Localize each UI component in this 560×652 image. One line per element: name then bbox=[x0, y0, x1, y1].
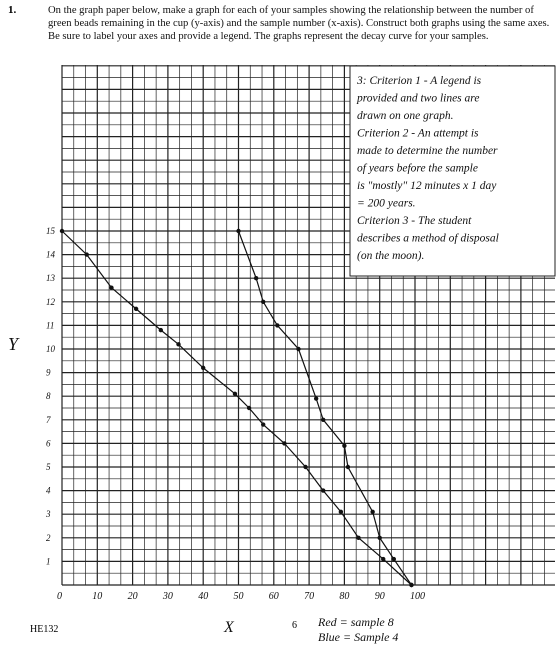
annotation-line: 3: Criterion 1 - A legend is bbox=[356, 75, 482, 87]
y-tick-label: 15 bbox=[46, 226, 56, 236]
annotation-line: (on the moon). bbox=[357, 250, 424, 262]
y-tick-label: 4 bbox=[46, 486, 51, 496]
data-point bbox=[342, 443, 347, 448]
y-tick-label: 9 bbox=[46, 368, 51, 378]
page-number: 6 bbox=[292, 620, 297, 631]
data-point bbox=[313, 396, 319, 401]
data-point bbox=[381, 556, 386, 562]
x-tick-label: 80 bbox=[339, 591, 349, 602]
y-tick-label: 14 bbox=[46, 250, 56, 260]
x-tick-label: 0 bbox=[57, 591, 62, 602]
annotation-line: drawn on one graph. bbox=[357, 110, 453, 122]
data-point bbox=[133, 306, 139, 312]
data-point bbox=[236, 228, 241, 234]
annotation-line: = 200 years. bbox=[357, 198, 416, 210]
data-point bbox=[296, 346, 301, 352]
x-tick-label: 90 bbox=[375, 591, 385, 602]
data-point bbox=[377, 535, 382, 540]
data-point bbox=[356, 535, 361, 540]
data-point bbox=[232, 391, 238, 397]
annotation-line: Criterion 2 - An attempt is bbox=[357, 128, 479, 140]
annotation-line: describes a method of disposal bbox=[357, 233, 499, 245]
y-axis-label: Y bbox=[8, 334, 20, 354]
data-point bbox=[345, 464, 351, 470]
data-point bbox=[370, 509, 375, 515]
x-axis-label: X bbox=[223, 619, 235, 636]
data-point bbox=[391, 556, 397, 562]
y-tick-label: 12 bbox=[46, 297, 56, 307]
x-tick-label: 50 bbox=[234, 591, 244, 602]
x-tick-label: 60 bbox=[269, 591, 279, 602]
y-tick-label: 8 bbox=[46, 391, 51, 401]
y-tick-label: 2 bbox=[46, 533, 51, 543]
page-code: HE132 bbox=[30, 624, 58, 635]
y-tick-label: 11 bbox=[46, 320, 54, 330]
x-tick-label: 20 bbox=[128, 591, 138, 602]
question-text: On the graph paper below, make a graph f… bbox=[48, 5, 550, 42]
x-tick-label: 70 bbox=[304, 591, 314, 602]
x-tick-label: 30 bbox=[162, 591, 173, 602]
data-point bbox=[158, 327, 164, 333]
data-point bbox=[321, 488, 326, 493]
legend-entry: Red = sample 8 bbox=[317, 615, 394, 629]
annotation-line: is "mostly" 12 minutes x 1 day bbox=[357, 180, 497, 192]
data-point bbox=[261, 299, 266, 304]
annotation-line: of years before the sample bbox=[357, 163, 478, 175]
x-tick-label: 40 bbox=[198, 591, 208, 602]
annotation-line: made to determine the number bbox=[357, 145, 498, 157]
y-tick-label: 6 bbox=[46, 438, 51, 448]
data-point bbox=[109, 285, 114, 290]
question-number: 1. bbox=[8, 4, 17, 16]
data-point bbox=[201, 365, 206, 371]
data-point bbox=[275, 323, 280, 328]
data-point bbox=[84, 252, 89, 257]
y-tick-label: 7 bbox=[46, 415, 51, 425]
y-tick-label: 5 bbox=[46, 462, 51, 472]
legend-entry: Blue = Sample 4 bbox=[318, 630, 398, 644]
data-point bbox=[338, 509, 344, 515]
data-point bbox=[176, 342, 181, 347]
y-tick-label: 3 bbox=[45, 509, 51, 519]
data-point bbox=[246, 405, 252, 411]
data-point bbox=[253, 276, 259, 281]
y-tick-label: 10 bbox=[46, 344, 56, 354]
data-point bbox=[303, 464, 308, 470]
data-point bbox=[282, 441, 287, 446]
data-point bbox=[409, 582, 414, 588]
annotation-line: provided and two lines are bbox=[356, 93, 479, 105]
x-tick-label: 100 bbox=[410, 591, 425, 602]
annotation-line: Criterion 3 - The student bbox=[357, 215, 472, 227]
data-point bbox=[59, 228, 65, 234]
y-tick-label: 1 bbox=[46, 556, 51, 566]
x-tick-label: 10 bbox=[92, 591, 102, 602]
data-point bbox=[321, 417, 326, 422]
data-point bbox=[261, 422, 266, 427]
y-tick-label: 13 bbox=[46, 273, 56, 283]
annotation-box bbox=[349, 65, 556, 277]
